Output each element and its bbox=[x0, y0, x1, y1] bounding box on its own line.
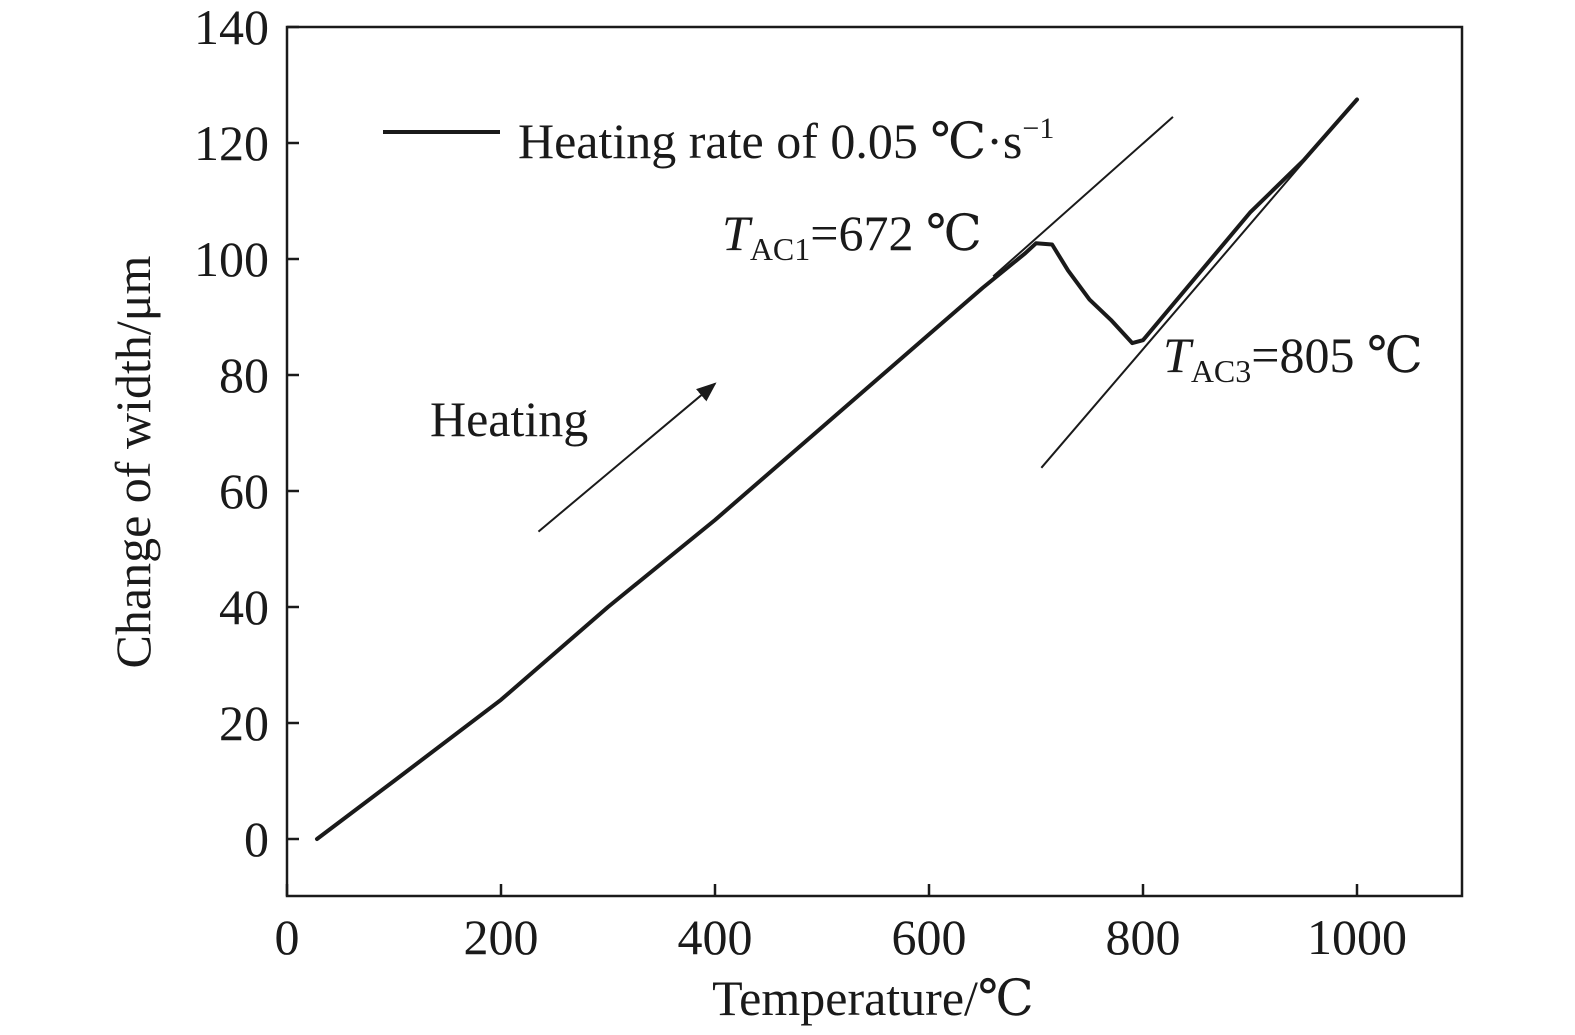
y-tick-label: 140 bbox=[194, 0, 269, 55]
heating-label: Heating bbox=[430, 391, 588, 447]
y-axis-title: Change of width/μm bbox=[105, 255, 161, 668]
y-tick-label: 60 bbox=[219, 463, 269, 519]
y-tick-label: 40 bbox=[219, 579, 269, 635]
t-ac3-label: TAC3=805 ℃ bbox=[1163, 327, 1423, 389]
tangent-high bbox=[1040, 98, 1358, 469]
x-tick-label: 800 bbox=[1106, 909, 1181, 965]
y-tick-label: 100 bbox=[194, 231, 269, 287]
x-tick-label: 600 bbox=[892, 909, 967, 965]
y-tick-label: 80 bbox=[219, 347, 269, 403]
plot-area bbox=[285, 25, 1464, 898]
t-ac1-label: TAC1=672 ℃ bbox=[722, 205, 982, 267]
x-tick-label: 0 bbox=[275, 909, 300, 965]
tangent-low bbox=[992, 116, 1174, 278]
y-tick-label: 20 bbox=[219, 695, 269, 751]
y-tick-label: 120 bbox=[194, 115, 269, 171]
x-tick-label: 1000 bbox=[1307, 909, 1407, 965]
heating-arrow bbox=[537, 382, 717, 533]
y-axis-ticks: 0 20 40 60 80 100 120 140 bbox=[194, 0, 299, 867]
x-axis-title: Temperature/℃ bbox=[712, 970, 1034, 1026]
x-tick-label: 400 bbox=[678, 909, 753, 965]
legend-label: Heating rate of 0.05 ℃·s−1 bbox=[518, 112, 1054, 169]
x-axis-ticks: 0 200 400 600 800 1000 bbox=[275, 884, 1407, 965]
plot-lines bbox=[315, 97, 1359, 841]
series-line-heating bbox=[315, 97, 1359, 841]
x-tick-label: 200 bbox=[464, 909, 539, 965]
y-tick-label: 0 bbox=[244, 811, 269, 867]
